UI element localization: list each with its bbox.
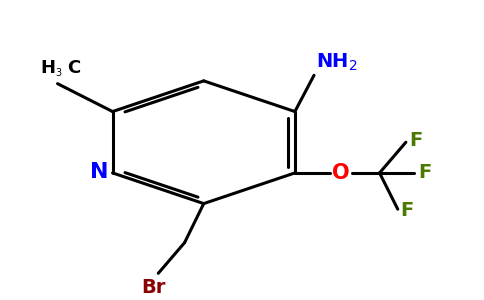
Text: N: N [90, 161, 108, 182]
Text: H: H [40, 59, 55, 77]
Text: F: F [410, 131, 423, 150]
Text: Br: Br [141, 278, 166, 296]
Text: NH$_2$: NH$_2$ [317, 51, 358, 73]
Text: O: O [332, 163, 349, 183]
Text: F: F [400, 201, 413, 220]
Text: F: F [418, 164, 431, 182]
Text: C: C [67, 59, 80, 77]
Text: $_3$: $_3$ [55, 65, 62, 80]
